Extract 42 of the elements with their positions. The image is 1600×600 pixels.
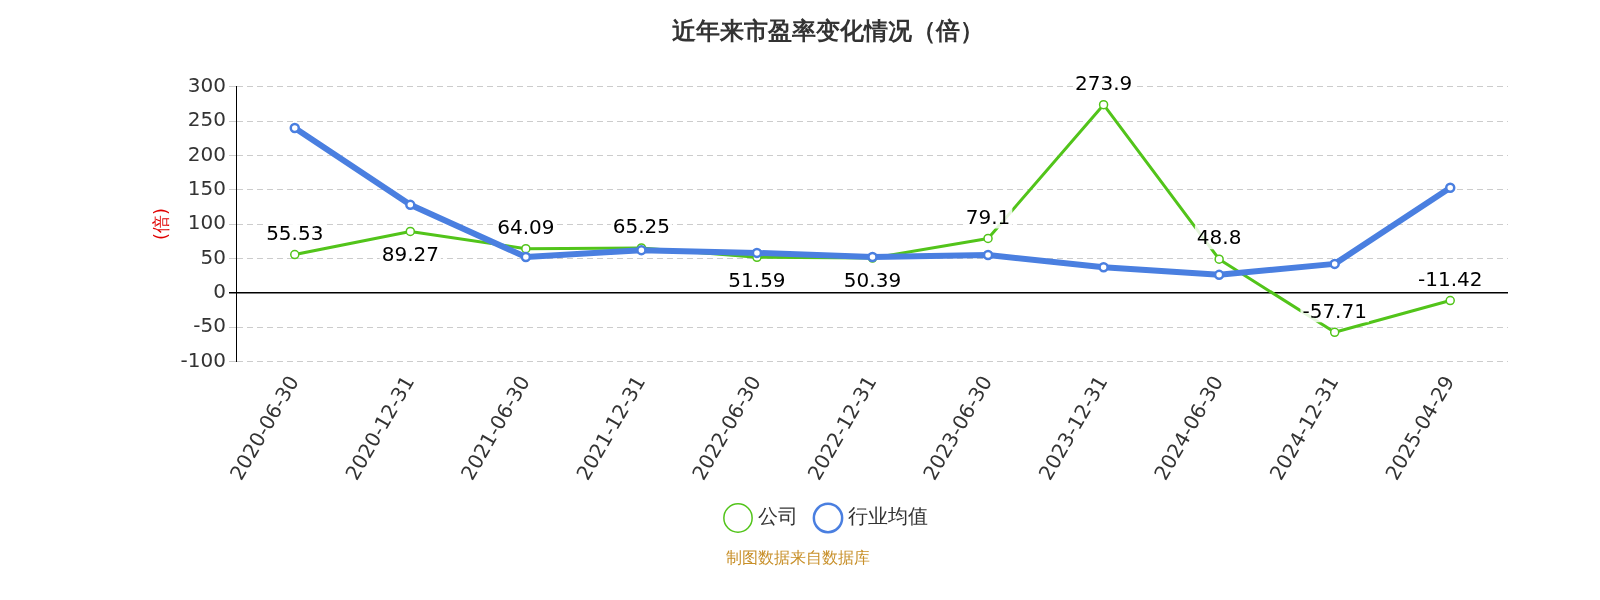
point xyxy=(405,199,416,211)
point xyxy=(521,243,531,254)
point xyxy=(405,226,416,237)
data-label: 55.53 xyxy=(266,220,324,245)
data-label: 79.1 xyxy=(965,204,1011,229)
data-label: 89.27 xyxy=(381,241,439,266)
point xyxy=(1444,182,1456,193)
point xyxy=(1329,327,1340,338)
point xyxy=(1329,258,1340,270)
point xyxy=(1213,269,1225,281)
y-tick-label: 200 xyxy=(187,141,226,166)
point xyxy=(1098,262,1109,273)
data-label: -11.42 xyxy=(1417,266,1483,291)
y-axis-title: (倍) xyxy=(150,208,172,241)
y-tick-label: 150 xyxy=(187,175,226,200)
point xyxy=(1445,295,1455,306)
y-tick-label: -100 xyxy=(180,347,226,372)
point xyxy=(520,251,532,263)
point xyxy=(983,233,993,244)
y-tick-label: 250 xyxy=(187,107,226,132)
y-tick-label: 300 xyxy=(187,73,226,97)
point xyxy=(290,249,300,260)
y-tick-label: 50 xyxy=(200,244,226,269)
data-label: 273.9 xyxy=(1074,70,1133,95)
legend-label: 行业均值 xyxy=(848,504,928,529)
point xyxy=(289,122,301,134)
data-label: 50.39 xyxy=(843,268,902,293)
legend-label: 公司 xyxy=(758,504,798,529)
data-label: 48.8 xyxy=(1196,225,1242,250)
point xyxy=(1214,254,1224,264)
chart-title: 近年来市盈率变化情况（倍） xyxy=(672,16,984,45)
data-label: 51.59 xyxy=(728,267,786,292)
text: 制图数据来自数据库 xyxy=(725,548,871,569)
point xyxy=(751,247,763,259)
y-tick-label: 100 xyxy=(187,210,226,235)
y-tick-label: -50 xyxy=(193,313,226,338)
data-label: 65.25 xyxy=(612,214,671,239)
data-label: 64.09 xyxy=(497,214,555,239)
point xyxy=(982,249,994,261)
point xyxy=(1098,99,1109,110)
data-label: -57.71 xyxy=(1302,298,1367,323)
y-tick-label: 0 xyxy=(213,278,226,303)
